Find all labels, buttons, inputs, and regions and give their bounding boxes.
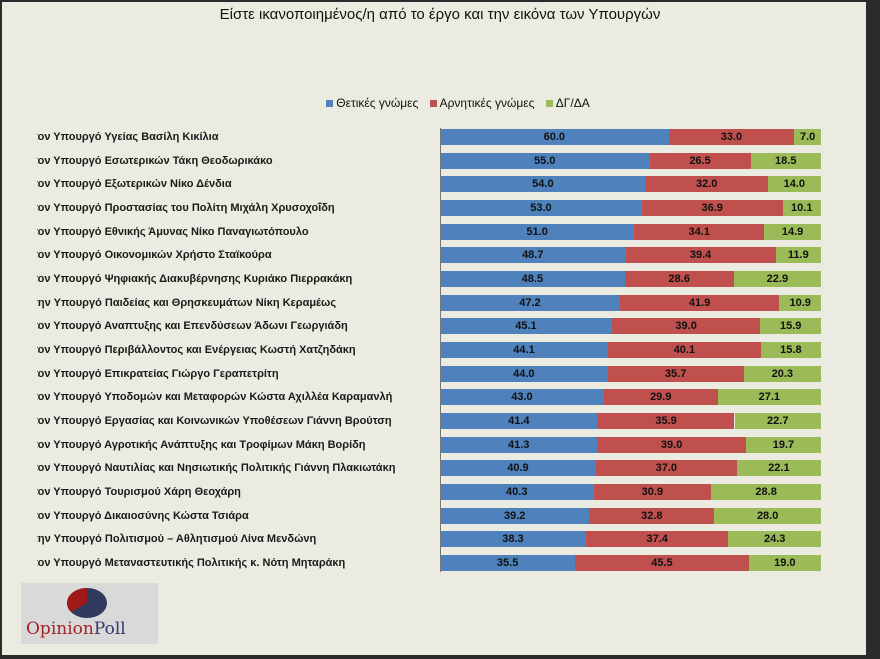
bar-segment-dk: 20.3 (743, 365, 821, 382)
bar-segment-negative: 39.0 (597, 436, 746, 453)
bar-segment-dk: 28.0 (714, 507, 821, 524)
category-label: τον Υπουργό Οικονομικών Χρήστο Σταϊκούρα (37, 249, 272, 262)
bar-segment-negative: 37.4 (585, 531, 729, 548)
bar-segment-positive: 41.4 (440, 413, 598, 430)
opinionpoll-logo: OpinionPoll (21, 583, 158, 644)
legend-item-dk: ΔΓ/ΔΑ (545, 96, 590, 110)
bar-segment-negative: 36.9 (641, 200, 783, 216)
bar-segment-negative: 41.9 (619, 294, 780, 311)
bar-segment-negative: 39.0 (611, 318, 761, 335)
category-label: τον Υπουργό Αναπτυξης και Επενδύσεων Άδω… (37, 320, 348, 333)
bar-segment-negative: 37.0 (595, 460, 737, 477)
bar-segment-positive: 60.0 (440, 129, 669, 145)
category-label: τον Υπουργό Εθνικής Άμυνας Νίκο Παναγιωτ… (37, 225, 309, 238)
legend-label: Θετικές γνώμες (336, 96, 419, 110)
category-label: τον Υπουργό Τουρισμού Χάρη Θεοχάρη (37, 486, 241, 499)
legend: Θετικές γνώμες Αρνητικές γνώμες ΔΓ/ΔΑ (0, 96, 880, 110)
bar-segment-negative: 32.8 (589, 507, 715, 524)
bar-segment-positive: 40.3 (440, 484, 594, 501)
bar-segment-dk: 28.8 (711, 484, 821, 501)
category-label: την Υπουργό Παιδείας και Θρησκευμάτων Νί… (37, 296, 337, 309)
bar-segment-dk: 15.9 (760, 318, 821, 335)
bar-segment-negative: 33.0 (668, 129, 795, 145)
bar-segment-positive: 48.7 (440, 247, 626, 264)
legend-item-negative: Αρνητικές γνώμες (429, 96, 535, 110)
category-label: τον Υπουργό Υποδομών και Μεταφορών Κώστα… (37, 391, 393, 404)
bar-segment-positive: 40.9 (440, 460, 596, 477)
category-label: τον Υπουργό Εσωτερικών Τάκη Θεοδωρικάκο (37, 154, 273, 167)
bar-segment-negative: 34.1 (634, 223, 765, 240)
logo-text-poll: Poll (93, 619, 126, 639)
category-axis-line (440, 128, 441, 572)
bar-segment-dk: 15.8 (760, 342, 821, 359)
bar-segment-dk: 14.0 (767, 176, 821, 193)
category-label: τον Υπουργό Υγείας Βασίλη Κικίλια (37, 131, 219, 143)
bar-segment-dk: 11.9 (775, 247, 821, 264)
bar-segment-positive: 51.0 (440, 223, 635, 240)
category-label: τον Υπουργό Επικρατείας Γιώργο Γεραπετρί… (37, 367, 279, 380)
category-label: τον Υπουργό Αγροτικής Ανάπτυξης και Τροφ… (37, 438, 366, 451)
bar-segment-positive: 44.0 (440, 365, 608, 382)
bar-segment-positive: 43.0 (440, 389, 604, 406)
bar-segment-dk: 19.0 (748, 555, 821, 572)
bar-segment-dk: 27.1 (717, 389, 821, 406)
bar-segment-dk: 7.0 (794, 129, 821, 145)
bar-segment-positive: 45.1 (440, 318, 612, 335)
bar-segment-dk: 22.1 (736, 460, 821, 477)
legend-item-positive: Θετικές γνώμες (326, 96, 418, 110)
bar-segment-dk: 18.5 (750, 152, 821, 169)
category-label: τον Υπουργό Εργασίας και Κοινωνικών Υποθ… (37, 415, 392, 428)
bar-segment-positive: 48.5 (440, 271, 625, 288)
bar-segment-dk: 24.3 (728, 531, 821, 548)
chart-title: Είστε ικανοποιημένος/η από το έργο και τ… (219, 6, 661, 23)
category-label: τον Υπουργό Ψηφιακής Διακυβέρνησης Κυριά… (37, 273, 353, 286)
bar-segment-negative: 40.1 (608, 342, 761, 359)
bar-segment-positive: 38.3 (440, 531, 586, 548)
category-label: τον Υπουργό Προστασίας του Πολίτη Μιχάλη… (37, 202, 335, 214)
legend-label: Αρνητικές γνώμες (439, 96, 535, 110)
bar-segment-negative: 35.9 (597, 413, 735, 430)
category-label: τον Υπουργό Εξωτερικών Νίκο Δένδια (37, 178, 232, 191)
pie-logo-icon (67, 588, 107, 618)
bar-segment-positive: 54.0 (440, 176, 646, 193)
bar-segment-positive: 35.5 (440, 555, 576, 572)
bar-segment-dk: 22.7 (734, 413, 821, 430)
bar-segment-negative: 45.5 (575, 555, 749, 572)
bar-segment-dk: 19.7 (745, 436, 821, 453)
category-label: την Υπουργό Πολιτισμού – Αθλητισμού Λίνα… (37, 533, 317, 546)
legend-swatch-positive (326, 100, 334, 107)
bar-segment-negative: 32.0 (645, 176, 768, 193)
bar-segment-negative: 30.9 (593, 484, 712, 501)
category-label: τον Υπουργό Περιβάλλοντος και Ενέργειας … (37, 344, 356, 357)
bar-segment-negative: 39.4 (625, 247, 776, 264)
category-label: τον Υπουργό Ναυτιλίας και Νησιωτικής Πολ… (37, 462, 396, 475)
bar-segment-positive: 41.3 (440, 436, 598, 453)
bar-segment-negative: 26.5 (649, 152, 751, 169)
category-label: τον Υπουργό Δικαιοσύνης Κώστα Τσιάρα (37, 509, 249, 522)
legend-swatch-negative (429, 100, 437, 107)
bar-segment-positive: 55.0 (440, 152, 650, 169)
bar-segment-positive: 44.1 (440, 342, 609, 359)
logo-text-opinion: Opinion (26, 619, 94, 639)
legend-swatch-dk (545, 100, 553, 107)
category-label: τον Υπουργό Μεταναστευτικής Πολιτικής κ.… (37, 557, 346, 570)
bar-segment-dk: 10.9 (779, 294, 821, 311)
category-labels: τον Υπουργό Υγείας Βασίλη Κικίλια τον Υπο… (37, 0, 437, 659)
bar-segment-negative: 28.6 (624, 271, 734, 288)
bar-segment-dk: 10.1 (782, 200, 821, 216)
bar-segment-positive: 53.0 (440, 200, 642, 216)
bar-segment-positive: 47.2 (440, 294, 620, 311)
bar-segment-dk: 22.9 (733, 271, 821, 288)
bar-segment-negative: 29.9 (603, 389, 718, 406)
legend-label: ΔΓ/ΔΑ (555, 96, 590, 110)
bar-segment-positive: 39.2 (440, 507, 590, 524)
bar-segment-negative: 35.7 (607, 365, 744, 382)
bar-segment-dk: 14.9 (764, 223, 821, 240)
